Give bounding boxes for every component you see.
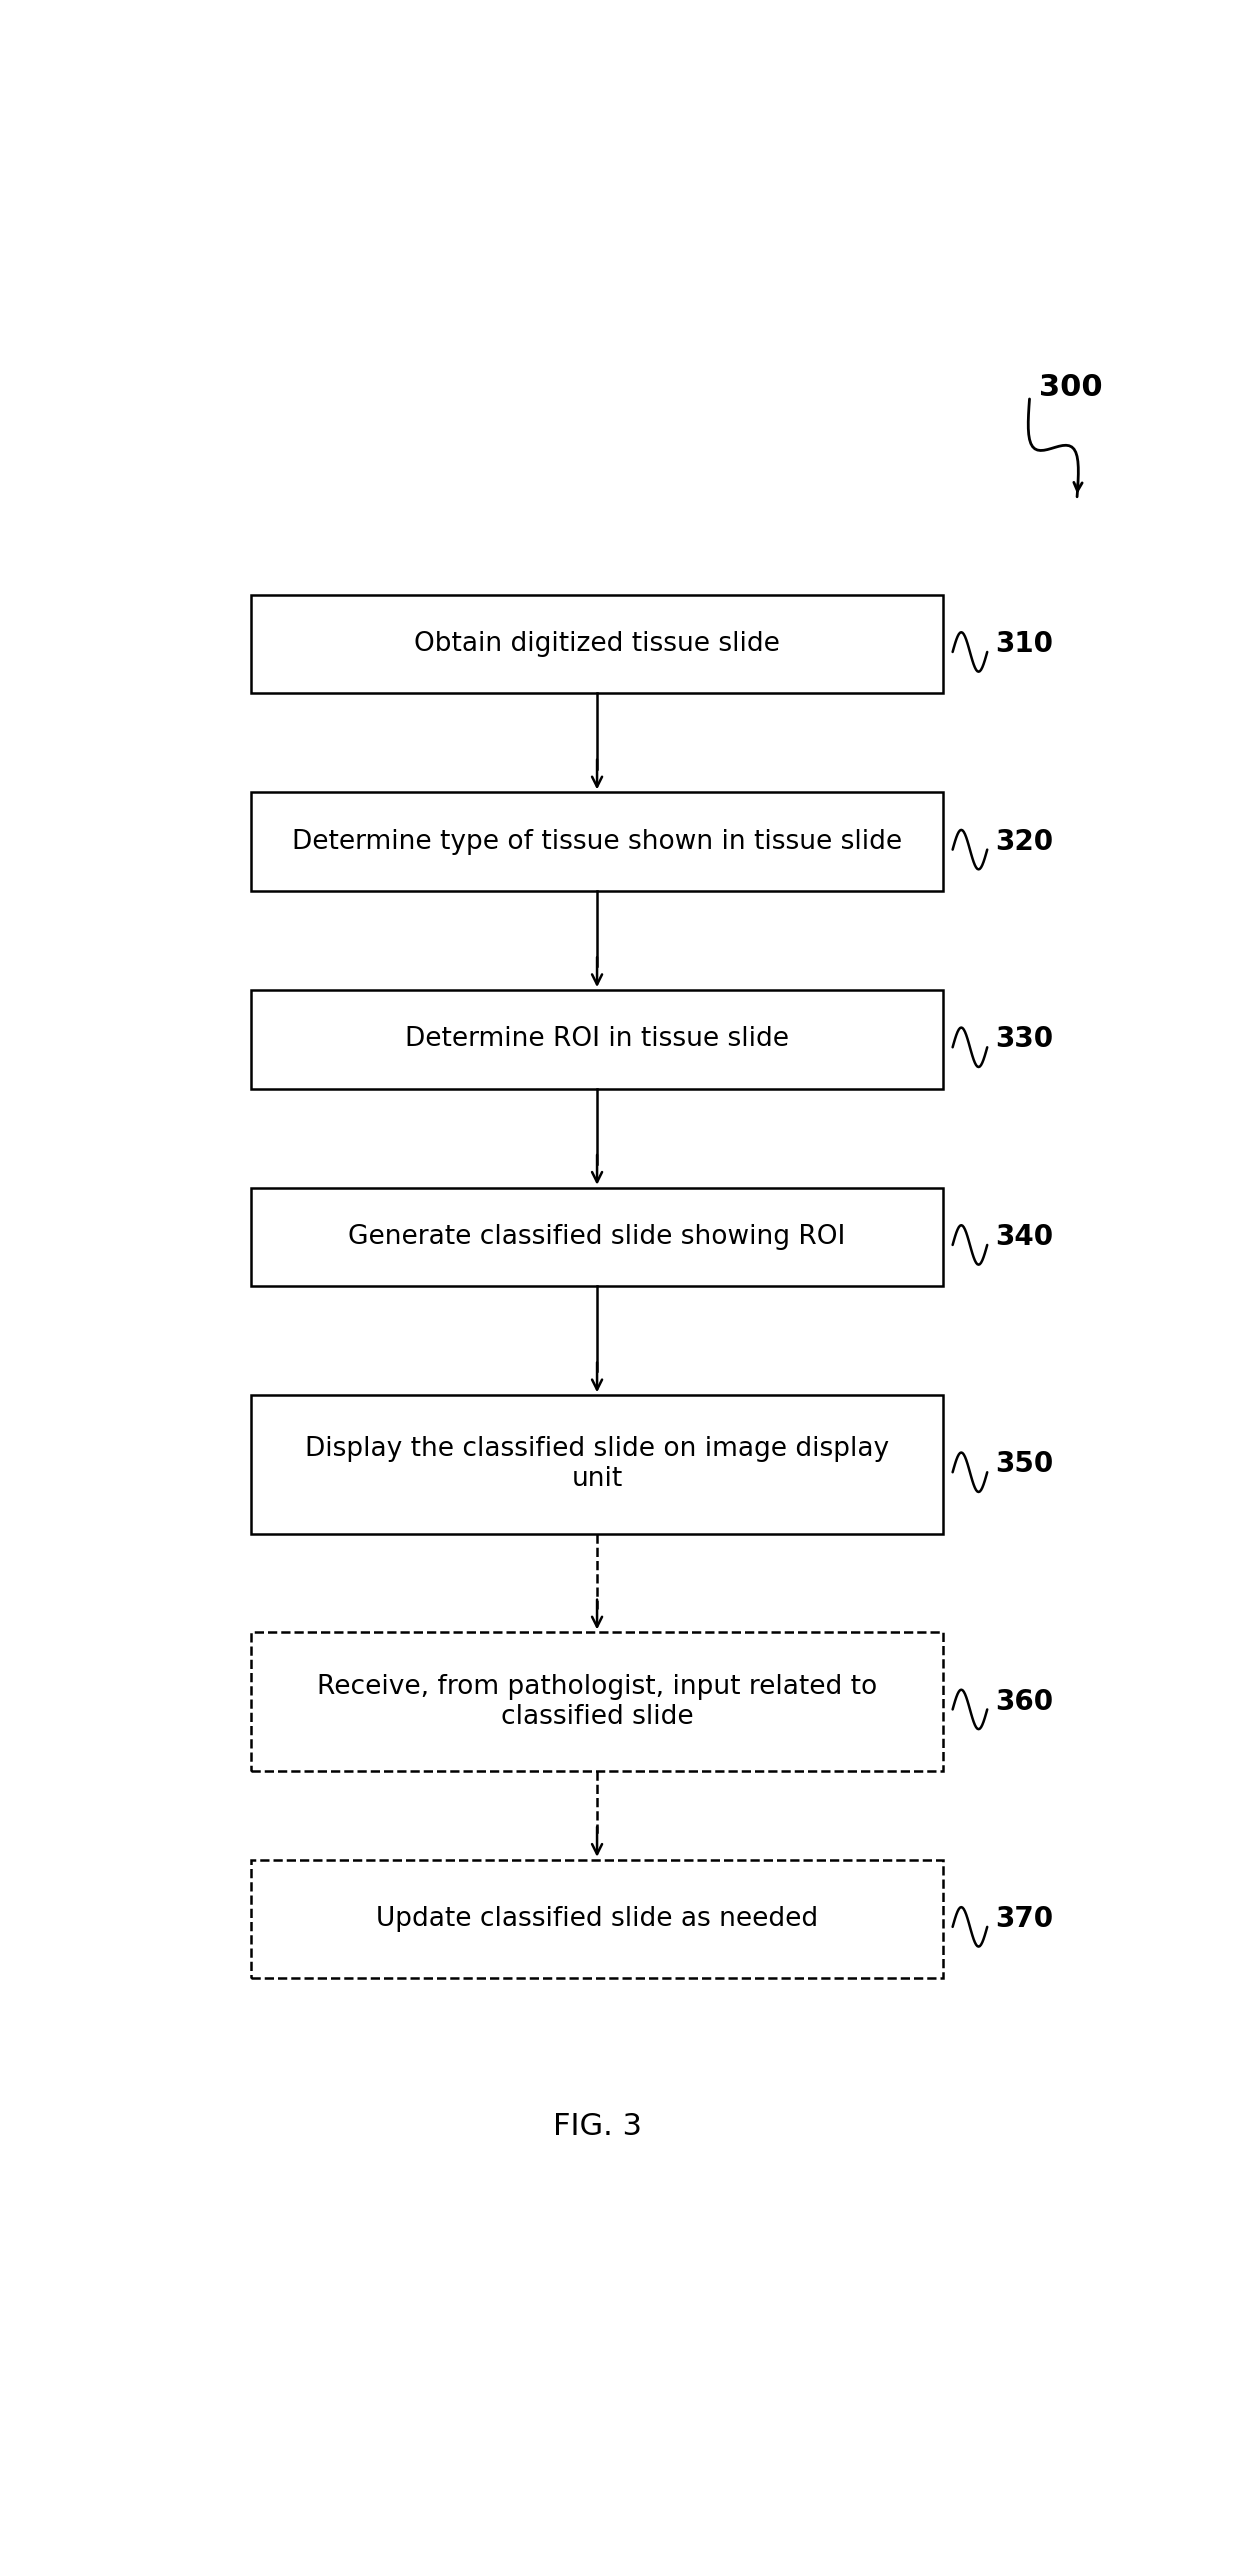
Text: 340: 340 bbox=[994, 1222, 1053, 1250]
Text: 330: 330 bbox=[994, 1024, 1053, 1052]
Text: Display the classified slide on image display
unit: Display the classified slide on image di… bbox=[305, 1438, 889, 1491]
Text: 370: 370 bbox=[994, 1905, 1053, 1933]
Bar bbox=[250, 1633, 942, 1771]
Bar bbox=[250, 596, 942, 693]
Bar bbox=[250, 1394, 942, 1532]
Text: Update classified slide as needed: Update classified slide as needed bbox=[376, 1905, 818, 1933]
Text: 310: 310 bbox=[994, 629, 1053, 657]
Text: Determine type of tissue shown in tissue slide: Determine type of tissue shown in tissue… bbox=[291, 829, 903, 855]
Bar bbox=[250, 793, 942, 891]
Text: Determine ROI in tissue slide: Determine ROI in tissue slide bbox=[405, 1027, 789, 1052]
Text: 320: 320 bbox=[994, 827, 1053, 855]
Bar bbox=[250, 991, 942, 1088]
Text: FIG. 3: FIG. 3 bbox=[553, 2113, 641, 2141]
Bar bbox=[250, 1859, 942, 1979]
Text: 300: 300 bbox=[1039, 372, 1102, 400]
Text: Receive, from pathologist, input related to
classified slide: Receive, from pathologist, input related… bbox=[317, 1674, 877, 1730]
Text: Generate classified slide showing ROI: Generate classified slide showing ROI bbox=[348, 1224, 846, 1250]
Text: Obtain digitized tissue slide: Obtain digitized tissue slide bbox=[414, 631, 780, 657]
Text: 360: 360 bbox=[994, 1687, 1053, 1715]
Text: 350: 350 bbox=[994, 1450, 1053, 1479]
Bar bbox=[250, 1189, 942, 1286]
